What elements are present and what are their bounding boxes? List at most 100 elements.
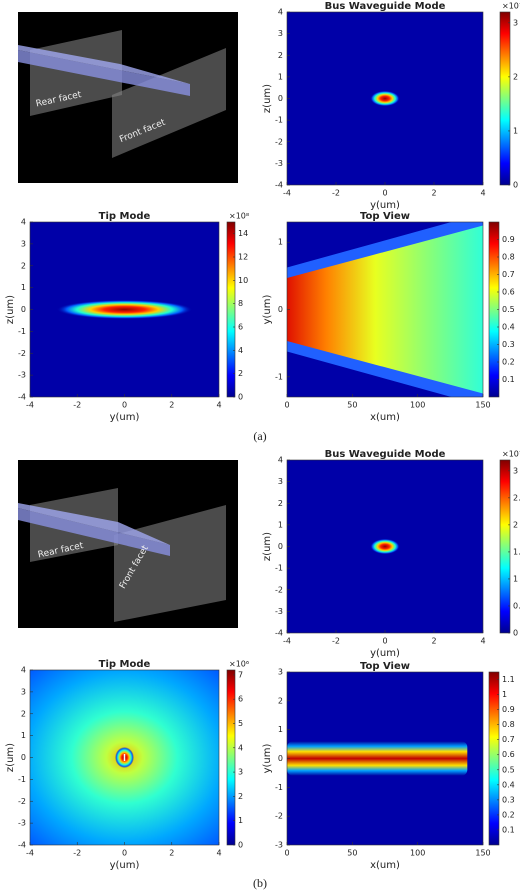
y-tick-label: 4 [278,8,283,17]
x-tick-label: 0 [122,401,127,410]
y-tick-label: -4 [275,629,283,638]
colorbar-tick-label: 0.6 [502,750,515,759]
y-tick-label: 1 [21,283,26,292]
field [370,538,400,555]
panel-title: Bus Waveguide Mode [325,449,446,460]
colorbar-tick-label: 1 [238,816,243,825]
colorbar-tick-label: 0.6 [502,288,515,297]
colorbar-tick-label: 0.7 [502,270,515,279]
colorbar-tick-label: 5 [238,719,243,728]
y-tick-label: 2 [21,709,26,718]
x-tick-label: 50 [347,849,357,858]
colorbar-tick-label: 0.8 [502,720,515,729]
y-tick-label: -1 [275,564,283,573]
x-tick-label: 0 [122,849,127,858]
y-tick-label: 0 [278,305,283,314]
x-tick-label: -2 [73,849,81,858]
colorbar-tick-label: 0.5 [513,601,520,610]
y-tick-label: -1 [275,372,283,381]
colorbar-tick-label: 8 [238,299,243,308]
heatmap: Top View x(um) y(um) 0 50 100 150 -3 -2 -1 0 1 2 3 0.1… [262,661,515,871]
colorbar-tick-label: 0.8 [502,253,515,262]
y-tick-label: -2 [275,812,283,821]
colorbar-tick-label: 1.5 [513,547,520,556]
field-layer [30,670,219,845]
x-tick-label: 2 [431,189,436,198]
x-tick-label: 2 [431,637,436,646]
field-layer [287,222,483,397]
x-axis-label: y(um) [110,860,140,871]
heatmap: Tip Mode y(um) z(um) -4 -2 0 2 4 -4 -3 -2 -1 0 1 2 3 4 0 1… [5,659,249,871]
y-tick-label: -3 [275,841,283,850]
x-tick-label: 100 [410,849,425,858]
x-tick-label: 4 [216,401,221,410]
x-axis-label: y(um) [110,412,140,423]
y-axis-label: z(um) [262,532,273,561]
y-axis-label: z(um) [262,84,273,113]
colorbar-tick-label: 2 [238,792,243,801]
field [287,741,468,776]
y-axis-label: z(um) [5,743,16,772]
colorbar-tick-label: 1 [513,126,518,135]
colorbar-multiplier: ×10⁷ [502,2,520,11]
field-layer [30,222,219,397]
y-tick-label: 0 [278,754,283,763]
y-tick-label: -2 [18,349,26,358]
waveguide [18,50,190,96]
x-tick-label: 2 [169,401,174,410]
y-tick-label: 4 [21,666,26,675]
y-tick-label: 1 [21,731,26,740]
colorbar-tick-label: 6 [238,695,243,704]
colorbar-tick-label: 0.7 [502,735,515,744]
field [56,299,193,320]
y-tick-label: 0 [21,305,26,314]
y-tick-label: 1 [278,238,283,247]
y-tick-label: -1 [275,116,283,125]
colorbar-tick-label: 0 [513,629,518,638]
colorbar-tick-label: 3 [513,18,518,27]
x-tick-label: 150 [475,849,490,858]
caption: (b) [253,876,267,890]
y-tick-label: 4 [21,218,26,227]
panel-title: Tip Mode [99,211,151,222]
x-tick-label: -2 [332,189,340,198]
colorbar-tick-label: 2 [513,72,518,81]
x-tick-label: -4 [283,189,291,198]
y-axis-label: z(um) [5,295,16,324]
y-tick-label: 0 [21,753,26,762]
colorbar-tick-label: 1.1 [502,675,515,684]
colorbar-tick-label: 2 [238,369,243,378]
y-tick-label: -2 [275,585,283,594]
y-tick-label: -1 [18,775,26,784]
colorbar [499,11,511,186]
panel-title: Bus Waveguide Mode [325,1,446,12]
x-tick-label: 4 [480,637,485,646]
colorbar-tick-label: 2 [513,520,518,529]
panel-title: Top View [360,211,410,222]
x-tick-label: 150 [475,401,490,410]
colorbar [226,669,236,846]
colorbar-tick-label: 0.2 [502,810,515,819]
colorbar-tick-label: 7 [238,670,243,679]
colorbar-tick-label: 0.9 [502,235,515,244]
illustration: Rear facet Front facet [18,12,238,183]
x-tick-label: -2 [73,401,81,410]
colorbar-tick-label: 0.4 [502,780,515,789]
field-layer [287,672,483,845]
x-tick-label: 0 [284,401,289,410]
illustration: Rear facet Front facet [18,460,238,628]
colorbar-tick-label: 1 [513,574,518,583]
waveguide [18,503,170,545]
y-tick-label: 1 [278,725,283,734]
x-axis-label: x(um) [370,412,400,423]
field-layer [287,460,483,633]
x-tick-label: 100 [410,401,425,410]
colorbar-tick-label: 3 [513,466,518,475]
colorbar [499,459,511,634]
x-tick-label: 0 [382,189,387,198]
colorbar-tick-label: 4 [238,346,243,355]
x-tick-label: 0 [382,637,387,646]
y-tick-label: 3 [21,239,26,248]
colorbar-tick-label: 6 [238,323,243,332]
